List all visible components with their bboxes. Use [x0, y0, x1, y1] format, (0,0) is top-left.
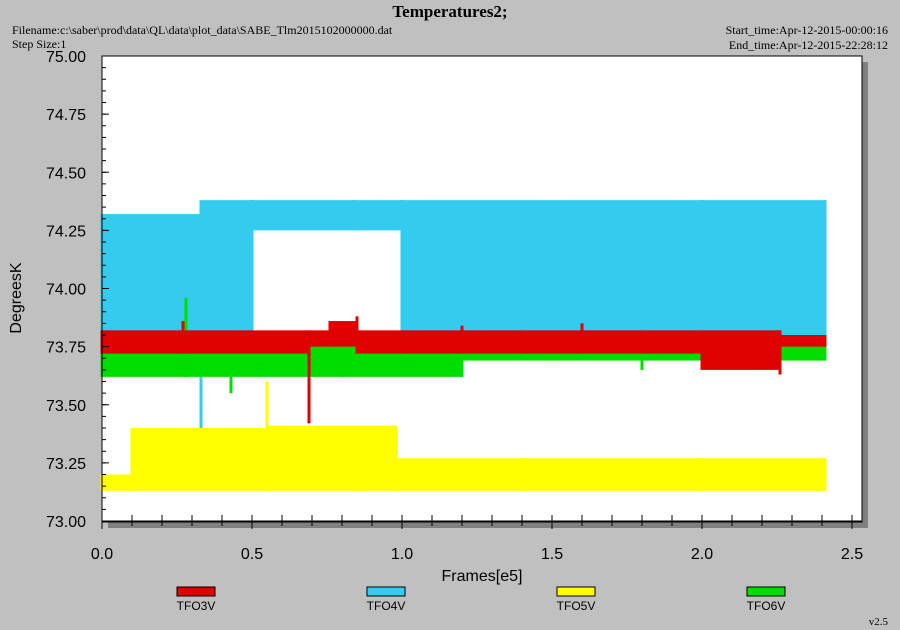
series-band [267, 425, 360, 491]
start-time-label: Start_time:Apr-12-2015-00:00:16 [725, 23, 888, 37]
series-band [780, 335, 825, 347]
series-tfo5v [100, 381, 827, 491]
series-tfo4v [100, 200, 827, 445]
series-band [462, 330, 522, 354]
series-band [252, 200, 354, 231]
series-band [201, 200, 252, 347]
x-tick-label: 0.5 [241, 546, 263, 563]
series-band [522, 458, 702, 491]
y-tick-label: 73.25 [46, 456, 86, 473]
y-tick-label: 74.00 [46, 282, 86, 299]
x-tick-label: 2.0 [691, 546, 713, 563]
filename-label: Filename:c:\saber\prod\data\QL\data\plot… [12, 23, 393, 37]
series-band [357, 330, 402, 354]
series-band [102, 474, 132, 491]
legend-swatch [176, 586, 216, 597]
series-band [402, 200, 552, 347]
y-tick-label: 74.50 [46, 165, 86, 182]
x-tick-label: 0.0 [91, 546, 113, 563]
end-time-label: End_time:Apr-12-2015-22:28:12 [728, 38, 888, 52]
legend-swatch [366, 586, 406, 597]
y-tick-label: 73.50 [46, 398, 86, 415]
legend-label: TFO5V [557, 599, 596, 613]
series-band [402, 330, 462, 354]
legend-item-tfo5v: TFO5V [556, 586, 596, 613]
series-band [702, 458, 825, 491]
series-band [183, 330, 309, 354]
version-label: v2.5 [868, 616, 888, 628]
legend-swatch [746, 586, 786, 597]
series-tfo3v [100, 316, 827, 424]
legend-swatch [556, 586, 596, 597]
series-band [360, 425, 396, 491]
legend-item-tfo6v: TFO6V [746, 586, 786, 613]
series-band [642, 330, 702, 354]
legend: TFO3V TFO4V TFO5V TFO6V [176, 586, 786, 613]
series-band [702, 200, 825, 347]
series-band [702, 330, 780, 370]
y-axis-label: DegreesK [8, 262, 25, 333]
series-band [309, 330, 330, 347]
series-band [582, 330, 642, 354]
series-band [552, 200, 702, 347]
legend-label: TFO4V [367, 599, 406, 613]
series-band [396, 458, 522, 491]
y-tick-label: 74.25 [46, 223, 86, 240]
legend-item-tfo4v: TFO4V [366, 586, 406, 613]
legend-label: TFO3V [177, 599, 216, 613]
series-band [354, 200, 402, 231]
chart-title: Temperatures2; [392, 2, 508, 21]
series-band [132, 428, 267, 491]
step-size-label: Step Size:1 [12, 37, 67, 51]
x-axis-label: Frames[e5] [442, 568, 523, 585]
y-tick-label: 74.75 [46, 107, 86, 124]
y-tick-label: 73.75 [46, 340, 86, 357]
x-tick-label: 2.5 [841, 546, 863, 563]
series-band [522, 330, 582, 354]
series-band [102, 330, 183, 354]
legend-item-tfo3v: TFO3V [176, 586, 216, 613]
x-tick-label: 1.0 [391, 546, 413, 563]
legend-label: TFO6V [747, 599, 786, 613]
series-layer [100, 200, 827, 491]
x-tick-label: 1.5 [541, 546, 563, 563]
axis-layer: 73.00 73.25 73.50 73.75 74.00 74.25 74.50 74.75… [46, 49, 863, 563]
series-band [330, 321, 357, 347]
y-tick-label: 73.00 [46, 514, 86, 531]
y-tick-label: 75.00 [46, 49, 86, 66]
